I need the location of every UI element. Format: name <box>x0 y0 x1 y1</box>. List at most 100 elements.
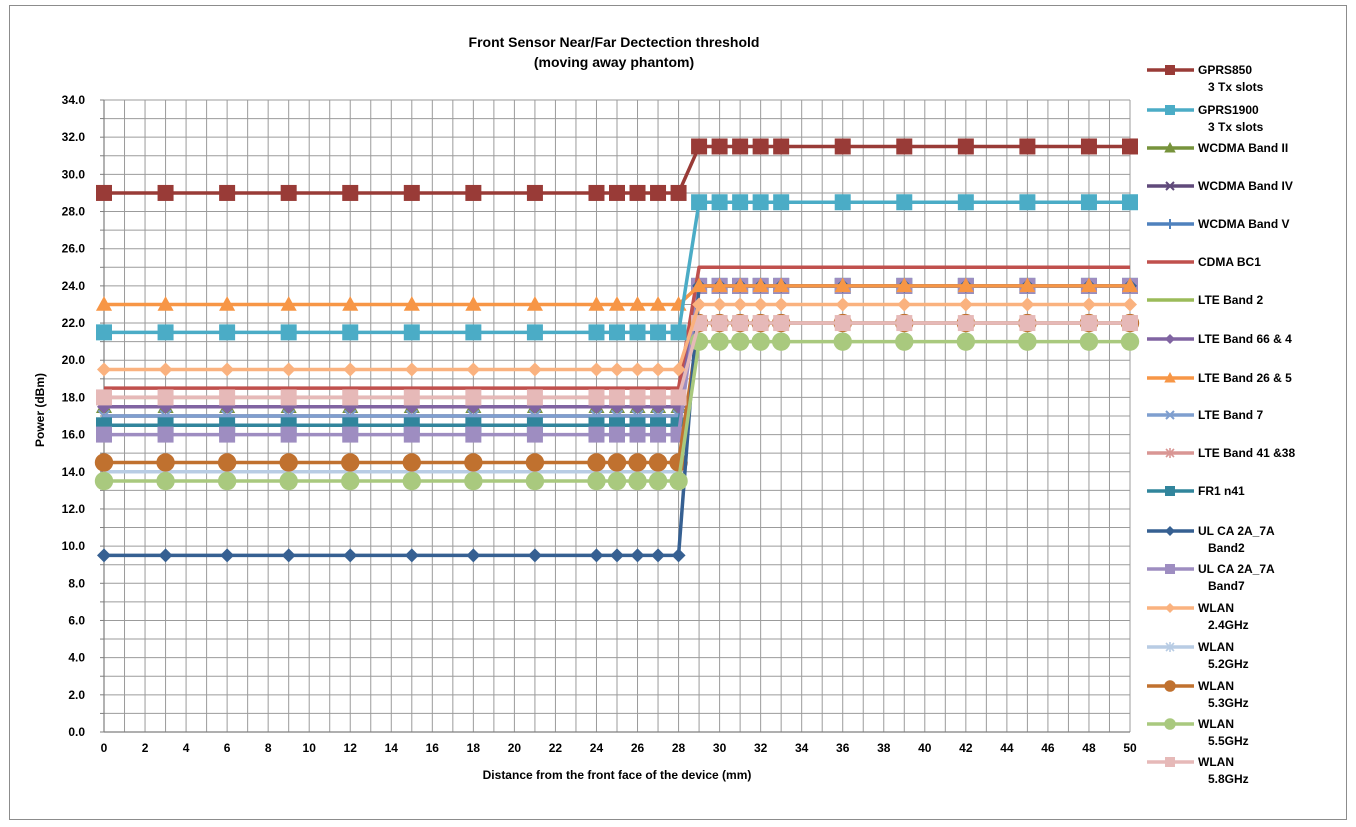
data-point <box>465 184 482 201</box>
series-line <box>104 144 1130 195</box>
data-point <box>342 324 359 341</box>
x-tick-label: 16 <box>426 741 440 755</box>
data-point <box>752 315 769 332</box>
legend-entry: GPRS1900 3 Tx slots <box>1147 103 1264 134</box>
data-point <box>158 362 173 377</box>
legend-label-line2: 2.4GHz <box>1208 618 1249 632</box>
data-point <box>280 426 297 443</box>
x-tick-label: 14 <box>385 741 399 755</box>
data-point <box>753 297 768 312</box>
data-point <box>835 297 850 312</box>
data-point <box>464 453 483 472</box>
data-point <box>648 453 668 472</box>
data-point <box>1123 297 1137 312</box>
data-point <box>648 471 668 491</box>
data-point <box>771 332 791 351</box>
data-point <box>156 471 175 491</box>
data-point <box>609 426 625 443</box>
data-point <box>896 277 913 293</box>
data-point <box>1164 680 1176 692</box>
legend-entry: UL CA 2A_7A Band7 <box>1147 562 1275 593</box>
legend-entry: WLAN 2.4GHz <box>1147 601 1249 632</box>
y-tick-label: 22.0 <box>62 316 86 330</box>
data-point <box>587 471 606 491</box>
data-point <box>629 324 646 341</box>
data-point <box>1080 277 1098 293</box>
data-point <box>1164 372 1176 383</box>
x-tick-label: 50 <box>1123 741 1137 755</box>
data-point <box>220 362 235 377</box>
data-point <box>669 471 688 491</box>
data-point <box>649 296 667 311</box>
data-point <box>1121 277 1139 293</box>
x-tick-label: 12 <box>344 741 358 755</box>
legend-entry: LTE Band 41 &38 <box>1147 446 1295 460</box>
x-tick-label: 26 <box>631 741 645 755</box>
y-tick-label: 8.0 <box>68 576 85 590</box>
legend-label-line2: 3 Tx slots <box>1208 120 1264 134</box>
data-point <box>1019 194 1036 211</box>
data-point <box>342 184 359 201</box>
data-point <box>895 332 914 351</box>
data-point <box>730 332 750 351</box>
data-point <box>464 471 483 491</box>
legend-label-line2: 5.3GHz <box>1208 696 1249 710</box>
data-point <box>280 296 297 311</box>
data-point <box>710 332 729 351</box>
data-point <box>691 277 708 293</box>
data-point <box>1165 757 1175 767</box>
legend-label: WCDMA Band V <box>1198 217 1290 231</box>
legend-entry: GPRS850 3 Tx slots <box>1147 63 1264 94</box>
data-point <box>773 315 790 332</box>
data-point <box>466 548 481 563</box>
legend-entry: LTE Band 2 <box>1147 293 1263 307</box>
data-point <box>219 324 236 341</box>
data-point <box>96 184 112 201</box>
legend-entry: LTE Band 26 & 5 <box>1147 371 1292 385</box>
data-point <box>588 324 605 341</box>
data-point <box>671 362 686 377</box>
data-point <box>217 453 237 472</box>
x-tick-label: 22 <box>549 741 563 755</box>
data-point <box>526 296 543 311</box>
x-tick-label: 28 <box>672 741 686 755</box>
legend-entry: WLAN 5.8GHz <box>1147 755 1249 786</box>
legend-label: GPRS850 <box>1198 63 1252 77</box>
x-axis-label: Distance from the front face of the devi… <box>483 768 752 782</box>
data-point <box>1165 642 1175 652</box>
data-point <box>219 296 236 311</box>
data-point <box>526 426 543 443</box>
data-point <box>773 138 790 155</box>
data-point <box>650 426 667 443</box>
data-point <box>403 296 420 311</box>
y-tick-label: 0.0 <box>68 725 85 739</box>
data-point <box>1019 277 1036 293</box>
data-point <box>630 548 645 563</box>
data-point <box>587 453 606 472</box>
x-tick-label: 42 <box>959 741 973 755</box>
data-point <box>670 324 687 341</box>
data-point <box>341 471 360 491</box>
data-point <box>1020 297 1035 312</box>
data-point <box>651 362 666 377</box>
data-point <box>1165 564 1175 574</box>
series-18 <box>96 315 1138 406</box>
series-0 <box>96 138 1138 201</box>
data-point <box>629 296 646 311</box>
data-point <box>341 453 360 472</box>
data-point <box>711 315 728 332</box>
legend-entry: WCDMA Band V <box>1147 217 1290 231</box>
data-point <box>670 389 687 406</box>
legend-label: LTE Band 41 &38 <box>1198 446 1295 460</box>
legend-label: WLAN <box>1198 640 1234 654</box>
data-point <box>403 324 420 341</box>
x-tick-label: 0 <box>101 741 108 755</box>
x-tick-label: 30 <box>713 741 727 755</box>
data-point <box>526 324 543 341</box>
data-point <box>280 324 297 341</box>
data-point <box>1165 603 1175 613</box>
data-point <box>628 471 647 491</box>
data-point <box>1164 718 1176 730</box>
data-point <box>589 362 604 377</box>
